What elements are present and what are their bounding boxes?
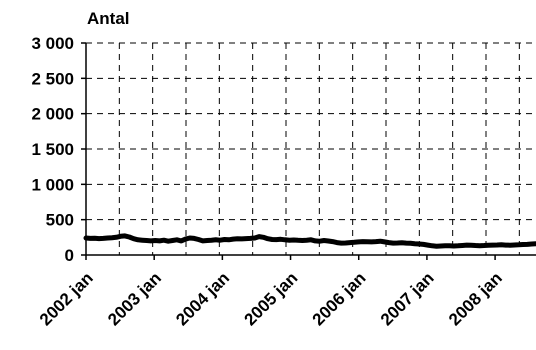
x-tick-label: 2002 jan	[36, 268, 97, 329]
y-tick-label: 1 500	[31, 140, 74, 159]
series-layer	[83, 233, 536, 249]
y-tick-label: 2 000	[31, 105, 74, 124]
x-tick-label: 2004 jan	[172, 268, 233, 329]
y-tick-label: 500	[46, 211, 74, 230]
x-axis-ticks: 2002 jan 2003 jan 2004 jan 2005 jan 2006 jan…	[36, 268, 506, 329]
x-tick-label: 2003 jan	[104, 268, 165, 329]
series-line	[83, 233, 536, 249]
gridlines	[86, 42, 536, 255]
y-tick-label: 1 000	[31, 175, 74, 194]
y-axis-title: Antal	[87, 9, 130, 28]
x-tick-label: 2006 jan	[309, 268, 370, 329]
y-axis-ticks: 0 500 1 000 1 500 2 000 2 500 3 000	[31, 34, 74, 265]
x-tick-label: 2007 jan	[377, 268, 438, 329]
y-tick-label: 3 000	[31, 34, 74, 53]
axes	[81, 42, 536, 260]
y-tick-label: 0	[65, 246, 74, 265]
y-tick-label: 2 500	[31, 69, 74, 88]
x-tick-label: 2008 jan	[445, 268, 506, 329]
x-tick-label: 2005 jan	[240, 268, 301, 329]
